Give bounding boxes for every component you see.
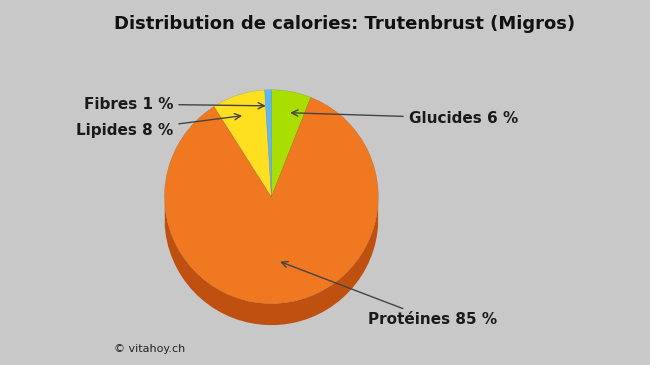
Text: Protéines 85 %: Protéines 85 % xyxy=(281,262,497,327)
Polygon shape xyxy=(164,97,378,304)
Text: Lipides 8 %: Lipides 8 % xyxy=(76,114,240,138)
Text: Glucides 6 %: Glucides 6 % xyxy=(292,110,518,126)
Text: Fibres 1 %: Fibres 1 % xyxy=(84,96,264,112)
Polygon shape xyxy=(214,90,272,197)
Polygon shape xyxy=(272,90,311,197)
Text: Distribution de calories: Trutenbrust (Migros): Distribution de calories: Trutenbrust (M… xyxy=(114,15,576,33)
Text: © vitahoy.ch: © vitahoy.ch xyxy=(114,344,186,354)
Polygon shape xyxy=(265,90,272,197)
Polygon shape xyxy=(164,205,378,325)
